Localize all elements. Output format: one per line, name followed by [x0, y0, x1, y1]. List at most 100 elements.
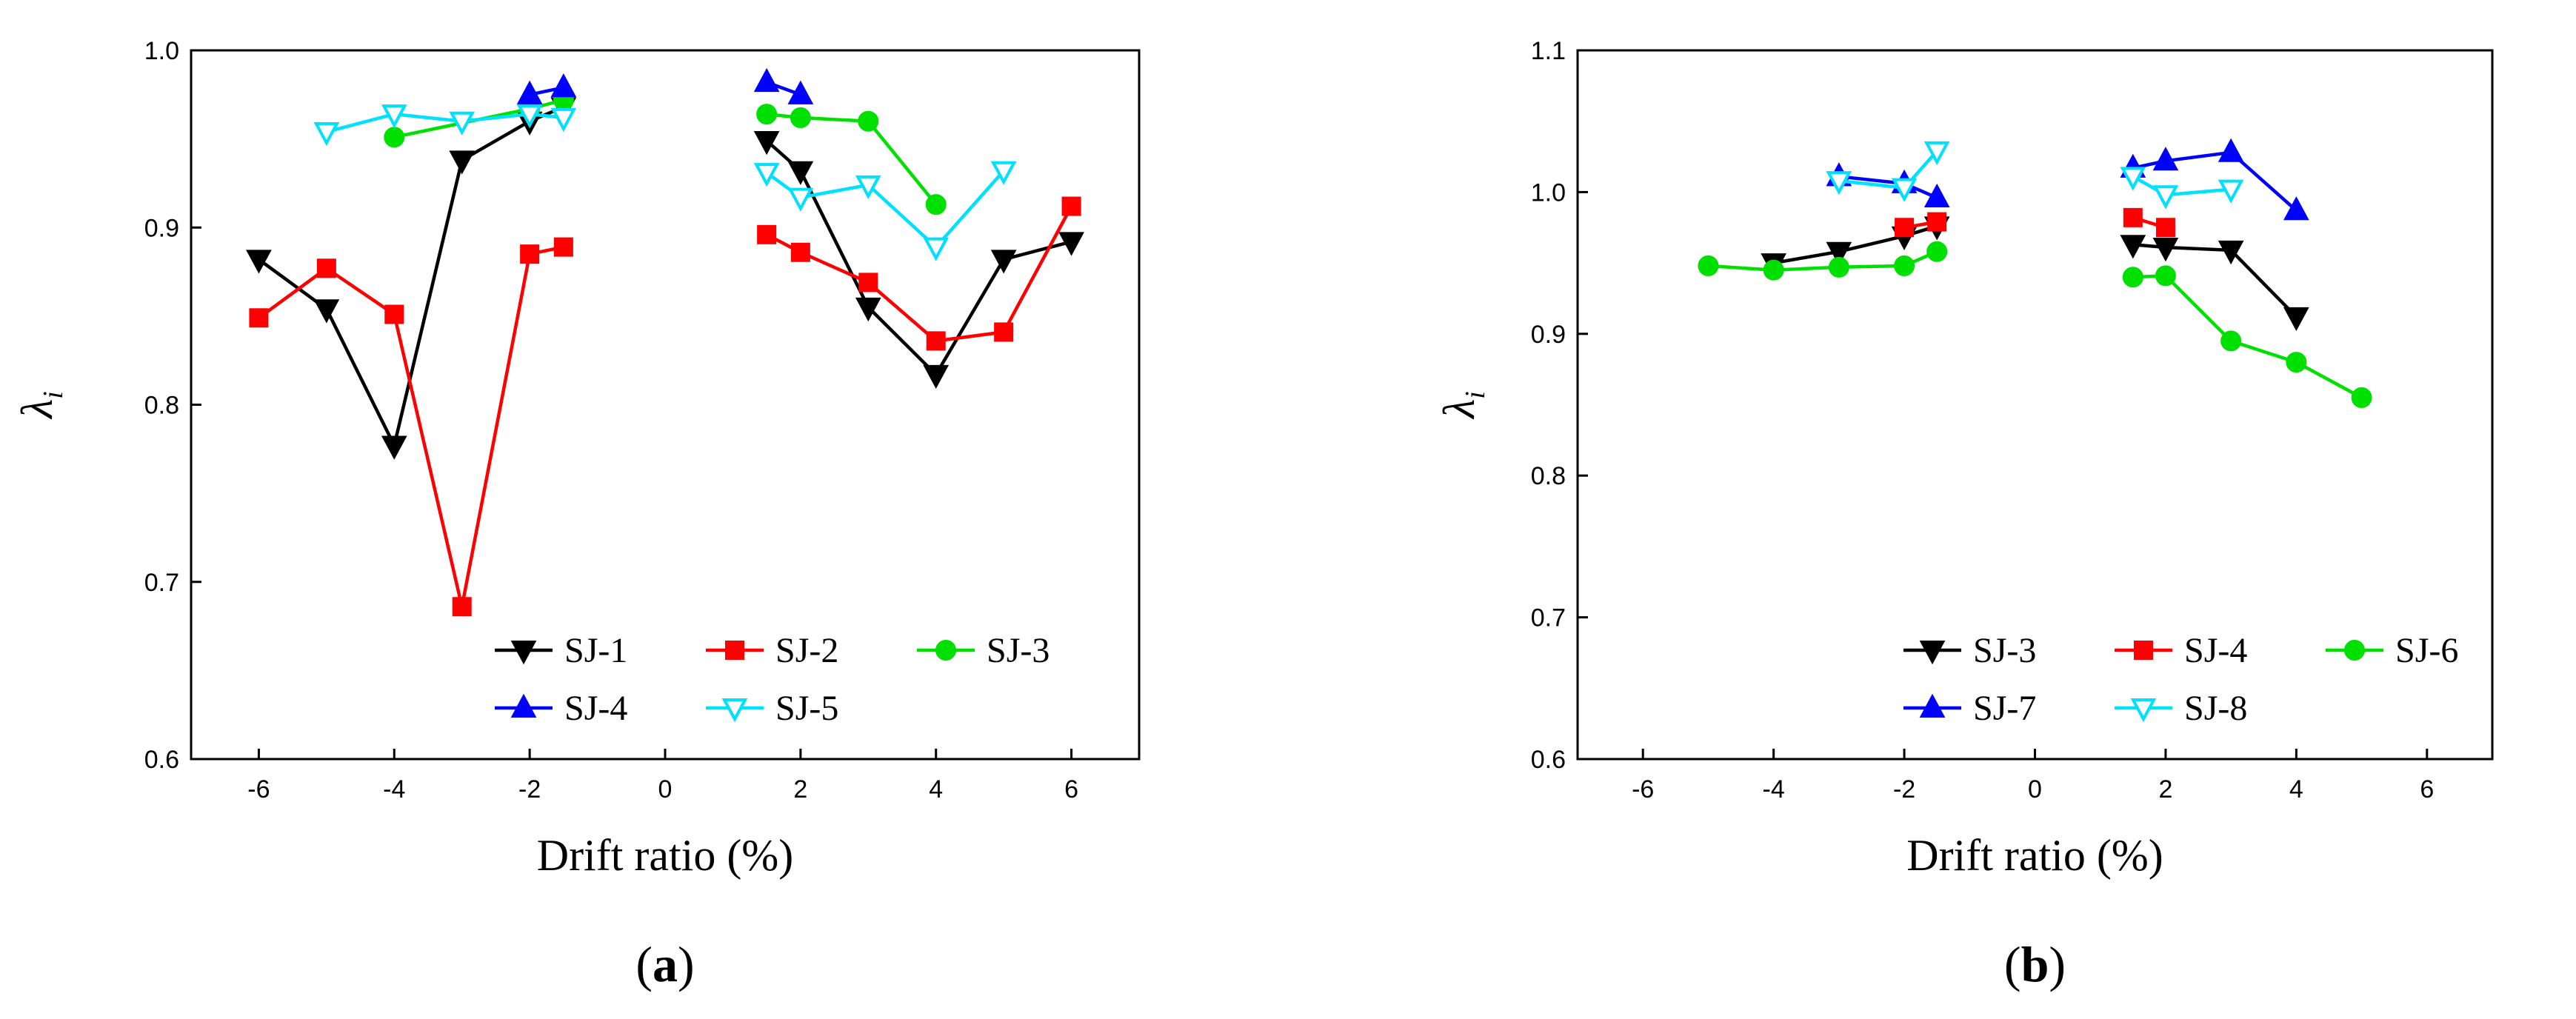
data-point — [753, 67, 780, 93]
legend-label: SJ-1 — [564, 631, 627, 670]
x-tick-label: 6 — [1064, 775, 1078, 803]
series-line — [2132, 150, 2298, 212]
data-point — [858, 110, 879, 132]
data-point — [1826, 171, 1852, 196]
series-sj-4 — [516, 67, 814, 104]
panel-label-letter: b — [2021, 936, 2049, 992]
data-point — [2152, 185, 2179, 210]
y-tick-label: 0.7 — [144, 569, 179, 597]
x-tick-label: -6 — [1632, 775, 1654, 803]
y-tick-label: 1.0 — [144, 37, 179, 65]
data-point — [855, 297, 881, 322]
legend: SJ-3 SJ-4 SJ-6 SJ-7 SJ-8 — [1903, 631, 2458, 728]
y-axis-subscript: i — [1460, 391, 1491, 399]
legend-swatch-marker — [721, 698, 748, 723]
x-axis-title: Drift ratio (%) — [537, 831, 794, 880]
legend-swatch-marker — [725, 641, 744, 660]
x-tick-label: -4 — [383, 775, 405, 803]
data-point — [757, 224, 777, 244]
data-point — [449, 150, 476, 175]
legend-item: SJ-4 — [2115, 631, 2247, 670]
data-point — [990, 250, 1017, 274]
legend-item: SJ-3 — [917, 631, 1050, 670]
series-sj-4 — [1895, 207, 2175, 238]
legend-item: SJ-7 — [1903, 689, 2036, 728]
legend-swatch-marker — [1919, 693, 1946, 718]
panel-label: (a) — [635, 936, 694, 992]
legend-swatch-marker — [2130, 698, 2157, 723]
legend-label: SJ-2 — [775, 631, 838, 670]
data-point — [2218, 240, 2244, 265]
data-point — [2152, 238, 2179, 262]
data-point — [790, 107, 811, 128]
data-point — [1058, 232, 1084, 256]
legend-swatch-marker — [2344, 640, 2365, 661]
data-point — [2286, 352, 2307, 373]
x-tick-label: 0 — [2028, 775, 2042, 803]
data-point — [516, 104, 543, 129]
y-tick-label: 0.8 — [1531, 462, 1566, 490]
legend-swatch-marker — [510, 693, 537, 718]
legend-item: SJ-5 — [706, 689, 838, 728]
legend-item: SJ-4 — [495, 689, 627, 728]
data-point — [381, 104, 407, 129]
data-point — [449, 111, 476, 136]
data-point — [2351, 387, 2372, 408]
series-line — [258, 245, 564, 609]
legend-swatch-marker — [935, 640, 956, 661]
data-point — [925, 194, 947, 216]
data-point — [753, 163, 780, 187]
panel-label-open: ( — [635, 936, 653, 992]
data-point — [923, 364, 950, 390]
y-axis-symbol: λ — [13, 399, 61, 420]
data-point — [249, 308, 269, 328]
data-point — [787, 161, 814, 185]
panel-label-close: ) — [678, 936, 695, 992]
data-point — [1698, 255, 1719, 276]
data-point — [855, 175, 881, 200]
data-point — [246, 250, 272, 274]
data-point — [2218, 138, 2244, 162]
data-point — [550, 107, 577, 133]
data-point — [2123, 207, 2143, 227]
series-line — [766, 205, 1073, 343]
data-point — [994, 322, 1014, 342]
series-line — [2132, 242, 2298, 318]
panel-label-open: ( — [2004, 936, 2021, 992]
legend-item: SJ-1 — [495, 631, 627, 670]
series-sj-6 — [1698, 241, 2372, 408]
series-sj-5 — [313, 104, 1017, 261]
legend-item: SJ-8 — [2115, 689, 2247, 728]
data-point — [1927, 212, 1947, 232]
data-point — [2283, 196, 2309, 221]
x-tick-label: -6 — [247, 775, 270, 803]
legend-swatch-marker — [2134, 641, 2153, 660]
data-point — [1763, 259, 1784, 281]
data-point — [313, 122, 340, 147]
data-point — [381, 435, 407, 460]
data-point — [520, 244, 540, 264]
legend-label: SJ-8 — [2184, 689, 2247, 728]
legend-item: SJ-6 — [2326, 631, 2458, 670]
y-tick-label: 0.9 — [1531, 321, 1566, 349]
x-tick-label: -2 — [518, 775, 541, 803]
data-point — [1923, 141, 1950, 166]
data-point — [516, 80, 543, 104]
data-point — [2120, 235, 2146, 259]
data-point — [1891, 178, 1918, 202]
legend-label: SJ-3 — [987, 631, 1050, 670]
data-point — [926, 331, 946, 351]
data-point — [1895, 218, 1915, 238]
series-sj-2 — [249, 196, 1081, 617]
legend-item: SJ-2 — [706, 631, 838, 670]
legend-swatch-marker — [1919, 641, 1946, 665]
data-point — [2283, 307, 2309, 332]
data-point — [2155, 218, 2175, 238]
y-tick-label: 1.1 — [1531, 37, 1566, 65]
data-point — [787, 80, 814, 104]
legend-label: SJ-4 — [2184, 631, 2247, 670]
data-point — [550, 73, 577, 98]
y-tick-label: 1.0 — [1531, 178, 1566, 207]
data-point — [2120, 167, 2146, 191]
